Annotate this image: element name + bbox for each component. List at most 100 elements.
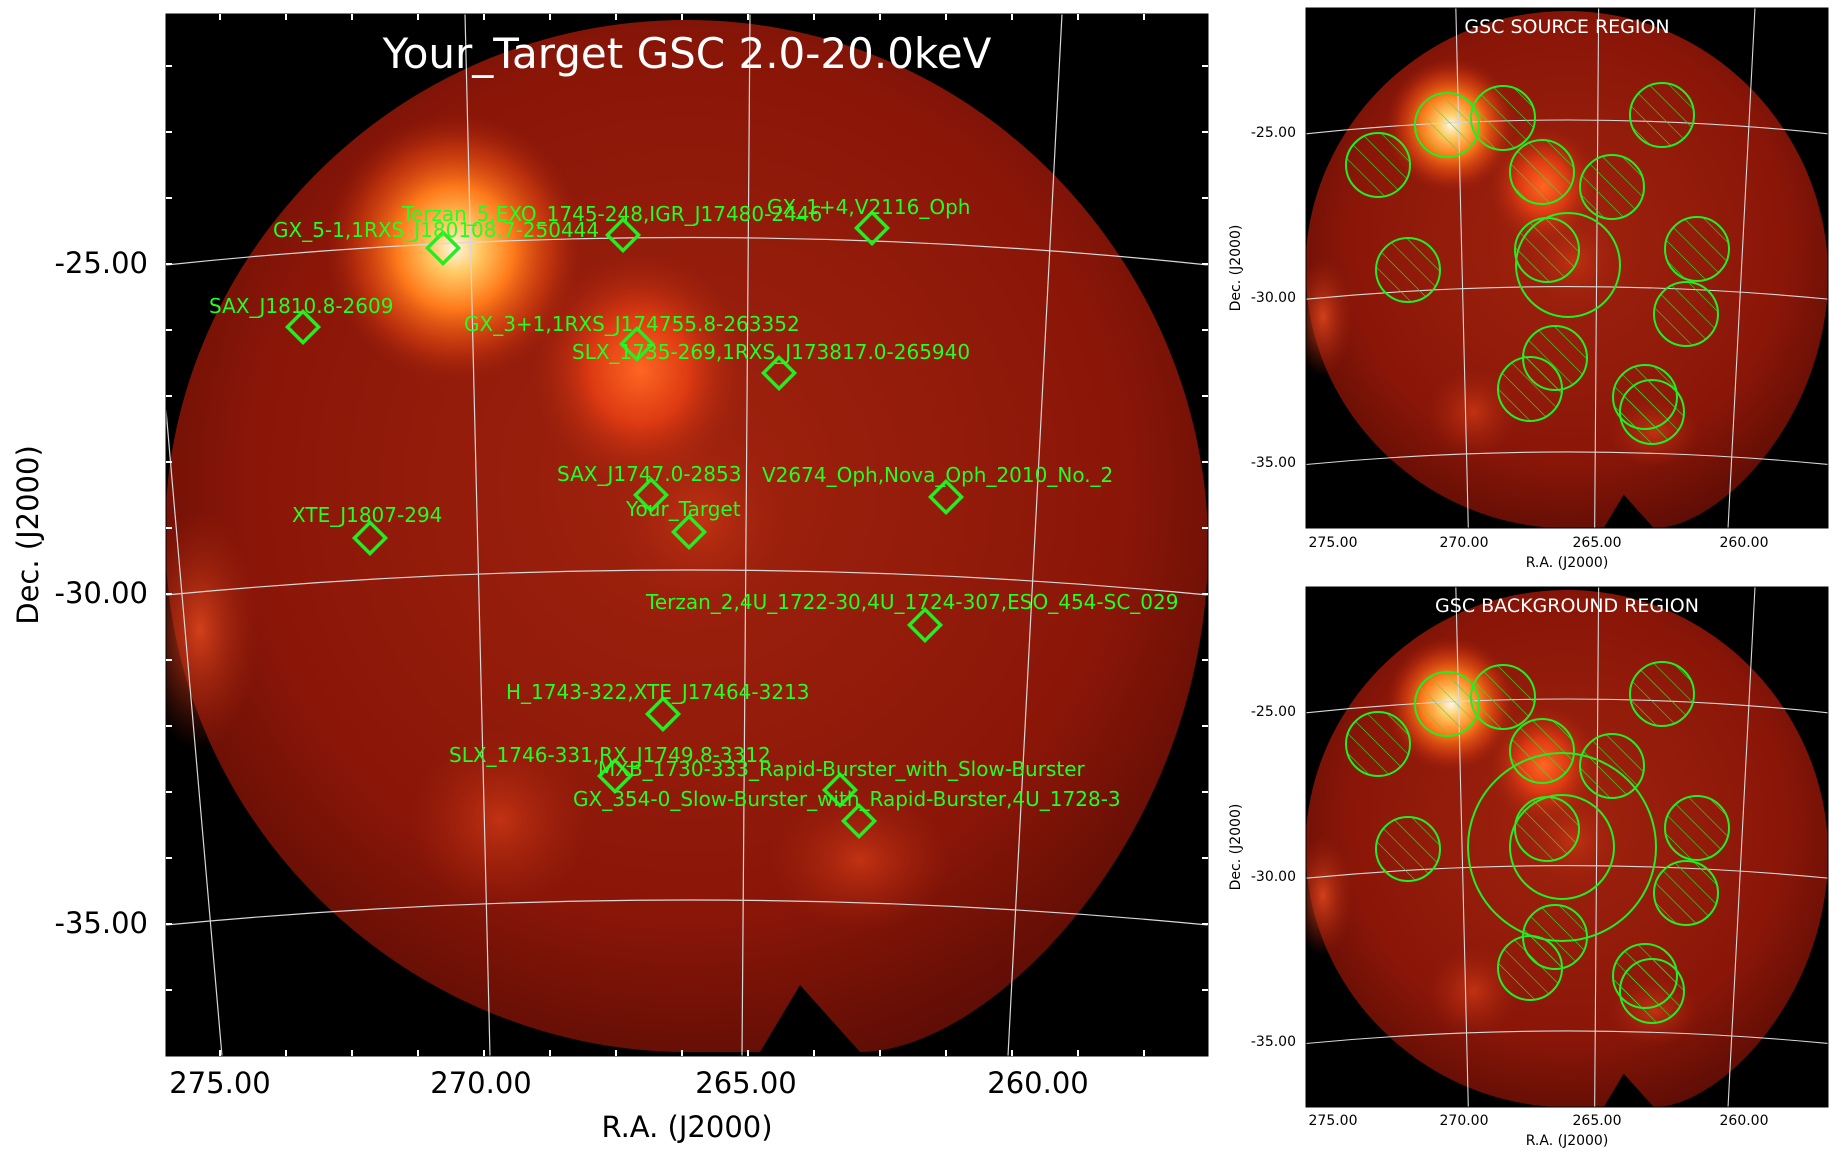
dec-tick-label: -35.00 <box>55 906 149 940</box>
source-marker <box>670 513 708 551</box>
source-marker <box>618 325 656 363</box>
grid-line-ra-275 <box>166 409 223 1056</box>
excluded-source-circle <box>1653 281 1719 347</box>
source-label: Your_Target <box>625 497 741 521</box>
source-label: H_1743-322,XTE_J17464-3213 <box>506 680 810 704</box>
source-panel-frame <box>1305 7 1829 529</box>
source-panel-ylabel: Dec. (J2000) <box>1228 225 1244 312</box>
source-marker <box>644 695 682 733</box>
excluded-source-circle <box>1579 733 1645 799</box>
source-marker <box>840 802 878 840</box>
main-ticks <box>166 14 1208 1056</box>
source-label: GX_354-0_Slow-Burster_with_Rapid-Burster… <box>573 787 1121 811</box>
grid-line-ra-260 <box>1007 14 1063 1056</box>
source-label: SLX_1746-331,RX_J1749.8-3312 <box>449 743 771 767</box>
source-labels: GX_5-1,1RXS_J180108.7-250444 Terzan_5,EX… <box>209 195 1178 811</box>
dec-tick-label: -30.00 <box>1251 290 1296 306</box>
source-region-circle <box>1515 212 1621 318</box>
source-marker <box>927 478 965 516</box>
dec-tick-label: -30.00 <box>55 576 149 610</box>
ra-tick-label: 260.00 <box>987 1066 1088 1100</box>
main-ylabel: Dec. (J2000) <box>11 445 45 625</box>
source-region-panel: GSC SOURCE REGION -25.00 -30.00 -35.00 2… <box>1228 7 1829 571</box>
grid-line-ra-270 <box>464 14 491 1056</box>
dec-tick-label: -25.00 <box>1251 704 1296 720</box>
excluded-source-circle <box>1414 92 1480 158</box>
excluded-source-circle <box>1509 718 1575 784</box>
grid-line-ra-265 <box>741 14 751 1056</box>
main-panel: Your_Target GSC 2.0-20.0keV -25.00 -30.0… <box>11 13 1209 1144</box>
dec-tick-label: -25.00 <box>1251 125 1296 141</box>
excluded-source-circle <box>1664 795 1730 861</box>
ra-tick-label: 275.00 <box>169 1066 270 1100</box>
source-label: GX_1+4,V2116_Oph <box>767 195 970 219</box>
dec-tick-label: -25.00 <box>55 246 149 280</box>
source-marker <box>351 519 389 557</box>
source-marker <box>821 771 859 809</box>
background-region-panel: GSC BACKGROUND REGION -25.00 -30.00 -35.… <box>1228 586 1829 1149</box>
excluded-source-circle <box>1579 154 1645 220</box>
ra-tick-label: 270.00 <box>1440 535 1489 551</box>
source-label: SAX_J1747.0-2853 <box>557 462 741 486</box>
excluded-source-circle <box>1619 379 1685 445</box>
excluded-source-circle <box>1653 860 1719 926</box>
excluded-source-circle <box>1629 82 1695 148</box>
excluded-source-circle <box>1470 664 1536 730</box>
source-marker <box>906 606 944 644</box>
source-label: V2674_Oph,Nova_Oph_2010_No._2 <box>762 463 1113 487</box>
source-marker <box>604 216 642 254</box>
source-label: MXB_1730-333_Rapid-Burster_with_Slow-Bur… <box>598 757 1086 781</box>
grid-line-dec-30 <box>166 569 1208 596</box>
ra-tick-label: 265.00 <box>1573 535 1622 551</box>
ra-tick-label: 260.00 <box>1720 535 1769 551</box>
source-markers <box>284 209 965 840</box>
source-marker <box>760 354 798 392</box>
excluded-source-circle <box>1514 217 1580 283</box>
source-label: Terzan_2,4U_1722-30,4U_1724-307,ESO_454-… <box>645 590 1178 614</box>
excluded-source-circle <box>1414 671 1480 737</box>
excluded-regions <box>1345 82 1730 445</box>
excluded-source-circle <box>1514 796 1580 862</box>
background-panel-frame <box>1305 586 1829 1108</box>
excluded-regions <box>1345 661 1730 1024</box>
source-label: XTE_J1807-294 <box>292 503 442 527</box>
excluded-source-circle <box>1375 816 1441 882</box>
main-panel-frame <box>165 13 1209 1057</box>
source-panel-xlabel: R.A. (J2000) <box>1526 555 1609 571</box>
source-marker <box>596 757 634 795</box>
excluded-source-circle <box>1509 139 1575 205</box>
main-title: Your_Target GSC 2.0-20.0keV <box>382 29 992 78</box>
ra-tick-label: 260.00 <box>1720 1113 1769 1129</box>
ra-tick-label: 270.00 <box>430 1066 531 1100</box>
excluded-source-circle <box>1619 958 1685 1024</box>
source-label: GX_5-1,1RXS_J180108.7-250444 <box>273 218 599 242</box>
source-marker <box>284 308 322 346</box>
excluded-source-circle <box>1345 132 1411 198</box>
ra-tick-label: 275.00 <box>1309 535 1358 551</box>
source-label: Terzan_5,EXO_1745-248,IGR_J17480-2446 <box>401 202 822 226</box>
main-xlabel: R.A. (J2000) <box>601 1110 772 1144</box>
background-panel-ylabel: Dec. (J2000) <box>1228 804 1244 891</box>
dec-tick-label: -35.00 <box>1251 1034 1296 1050</box>
background-panel-title: GSC BACKGROUND REGION <box>1435 595 1699 617</box>
excluded-source-circle <box>1470 85 1536 151</box>
source-marker <box>424 229 462 267</box>
grid-line-dec-25 <box>166 236 1208 266</box>
source-panel-title: GSC SOURCE REGION <box>1464 16 1669 38</box>
ra-tick-label: 265.00 <box>695 1066 796 1100</box>
ra-tick-label: 265.00 <box>1573 1113 1622 1129</box>
background-annulus-outer <box>1467 752 1657 942</box>
excluded-source-circle <box>1375 237 1441 303</box>
background-annulus-inner <box>1509 794 1615 900</box>
source-marker <box>853 209 891 247</box>
source-label: SLX_1735-269,1RXS_J173817.0-265940 <box>572 340 970 364</box>
ra-tick-label: 275.00 <box>1309 1113 1358 1129</box>
excluded-source-circle <box>1497 935 1563 1001</box>
background-panel-xlabel: R.A. (J2000) <box>1526 1133 1609 1149</box>
source-label: SAX_J1810.8-2609 <box>209 294 393 318</box>
grid-line-dec-35 <box>166 899 1208 926</box>
ra-tick-label: 270.00 <box>1440 1113 1489 1129</box>
source-label: GX_3+1,1RXS_J174755.8-263352 <box>464 312 800 336</box>
